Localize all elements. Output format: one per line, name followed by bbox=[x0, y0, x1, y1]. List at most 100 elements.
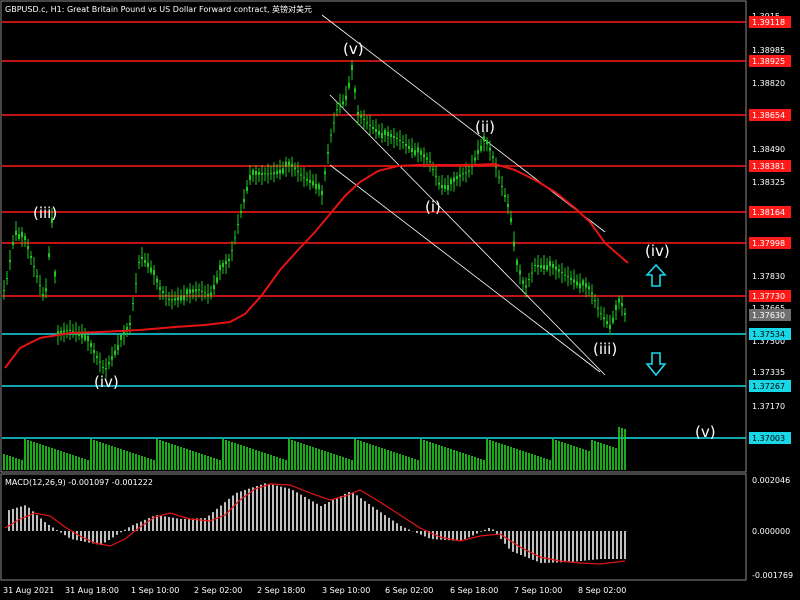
macd-bar bbox=[24, 505, 26, 531]
volume-bar bbox=[528, 453, 530, 470]
volume-bar bbox=[501, 444, 503, 470]
volume-bar bbox=[207, 456, 209, 470]
volume-bar bbox=[33, 442, 35, 470]
arrow-up-icon[interactable] bbox=[645, 263, 667, 287]
price-tick: 1.37500 bbox=[752, 337, 785, 346]
candle-body bbox=[333, 122, 335, 124]
candle-body bbox=[303, 177, 305, 179]
macd-bar bbox=[496, 531, 498, 535]
volume-bar bbox=[546, 459, 548, 470]
volume-bar bbox=[216, 459, 218, 470]
arrow-down-icon[interactable] bbox=[645, 352, 667, 377]
volume-bar bbox=[402, 455, 404, 470]
volume-bar bbox=[129, 452, 131, 470]
macd-bar bbox=[616, 531, 618, 559]
macd-bar bbox=[288, 488, 290, 531]
macd-bar bbox=[472, 531, 474, 536]
candle-body bbox=[558, 269, 560, 272]
macd-bar bbox=[360, 498, 362, 531]
candle-body bbox=[393, 136, 395, 138]
volume-bar bbox=[297, 442, 299, 470]
macd-bar bbox=[252, 487, 254, 531]
price-tick: 1.37335 bbox=[752, 368, 785, 377]
volume-bar bbox=[189, 450, 191, 470]
volume-bar bbox=[339, 456, 341, 470]
macd-bar bbox=[424, 531, 426, 537]
candle-body bbox=[318, 184, 320, 190]
macd-bar bbox=[8, 510, 10, 531]
moving-average-line bbox=[4, 162, 629, 369]
candle-body bbox=[378, 131, 380, 135]
candle-body bbox=[582, 280, 584, 286]
volume-bar bbox=[537, 456, 539, 470]
volume-bar bbox=[600, 443, 602, 470]
macd-bar bbox=[64, 531, 66, 536]
volume-bar bbox=[591, 440, 593, 470]
candle-body bbox=[42, 294, 44, 296]
macd-bar bbox=[152, 516, 154, 531]
price-candles bbox=[3, 60, 626, 379]
macd-bar bbox=[136, 523, 138, 531]
macd-bar bbox=[532, 531, 534, 560]
candle-body bbox=[426, 157, 428, 160]
volume-bar bbox=[288, 439, 290, 470]
candle-body bbox=[297, 170, 299, 172]
candle-body bbox=[30, 256, 32, 258]
volume-bar bbox=[96, 441, 98, 470]
volume-bar bbox=[549, 460, 551, 470]
macd-bar bbox=[156, 515, 158, 531]
macd-bar bbox=[340, 496, 342, 531]
volume-bar bbox=[204, 455, 206, 470]
candle-body bbox=[447, 185, 449, 190]
candle-body bbox=[492, 156, 494, 159]
candle-body bbox=[96, 356, 98, 358]
candle-body bbox=[513, 241, 515, 247]
macd-bar bbox=[348, 492, 350, 531]
volume-bar bbox=[624, 429, 626, 470]
candle-body bbox=[36, 276, 38, 277]
macd-bar bbox=[160, 515, 162, 531]
volume-bar bbox=[582, 449, 584, 470]
volume-bar bbox=[168, 443, 170, 470]
candle-body bbox=[288, 161, 290, 166]
macd-bar bbox=[16, 507, 18, 531]
volume-bar bbox=[348, 459, 350, 470]
candle-body bbox=[384, 130, 386, 135]
volume-bar bbox=[282, 459, 284, 470]
volume-bar bbox=[27, 440, 29, 470]
macd-bar bbox=[524, 531, 526, 557]
volume-bar bbox=[222, 439, 224, 470]
volume-bar bbox=[588, 451, 590, 470]
macd-bar bbox=[164, 516, 166, 531]
macd-bar bbox=[188, 518, 190, 531]
time-tick: 2 Sep 18:00 bbox=[257, 586, 305, 595]
candle-body bbox=[84, 335, 86, 340]
candle-body bbox=[102, 367, 104, 368]
candle-body bbox=[552, 263, 554, 268]
volume-bar bbox=[474, 457, 476, 470]
candle-body bbox=[327, 151, 329, 154]
candle-body bbox=[135, 283, 137, 284]
macd-bar bbox=[380, 512, 382, 531]
candle-body bbox=[549, 261, 551, 267]
candle-body bbox=[144, 260, 146, 263]
volume-bar bbox=[285, 460, 287, 470]
candle-body bbox=[120, 335, 122, 340]
macd-bar bbox=[196, 518, 198, 531]
macd-bar bbox=[328, 502, 330, 531]
trend-channel[interactable] bbox=[321, 14, 606, 376]
macd-bar bbox=[568, 531, 570, 563]
macd-bar bbox=[552, 531, 554, 563]
volume-bar bbox=[162, 441, 164, 470]
macd-bar bbox=[368, 503, 370, 531]
macd-bar bbox=[284, 487, 286, 531]
candle-body bbox=[90, 343, 92, 347]
volume-bar bbox=[210, 457, 212, 470]
candle-body bbox=[204, 292, 206, 294]
candle-body bbox=[210, 292, 212, 296]
candle-body bbox=[48, 253, 50, 258]
macd-bar bbox=[596, 531, 598, 560]
volume-bar bbox=[171, 444, 173, 470]
volume-bar bbox=[231, 442, 233, 470]
